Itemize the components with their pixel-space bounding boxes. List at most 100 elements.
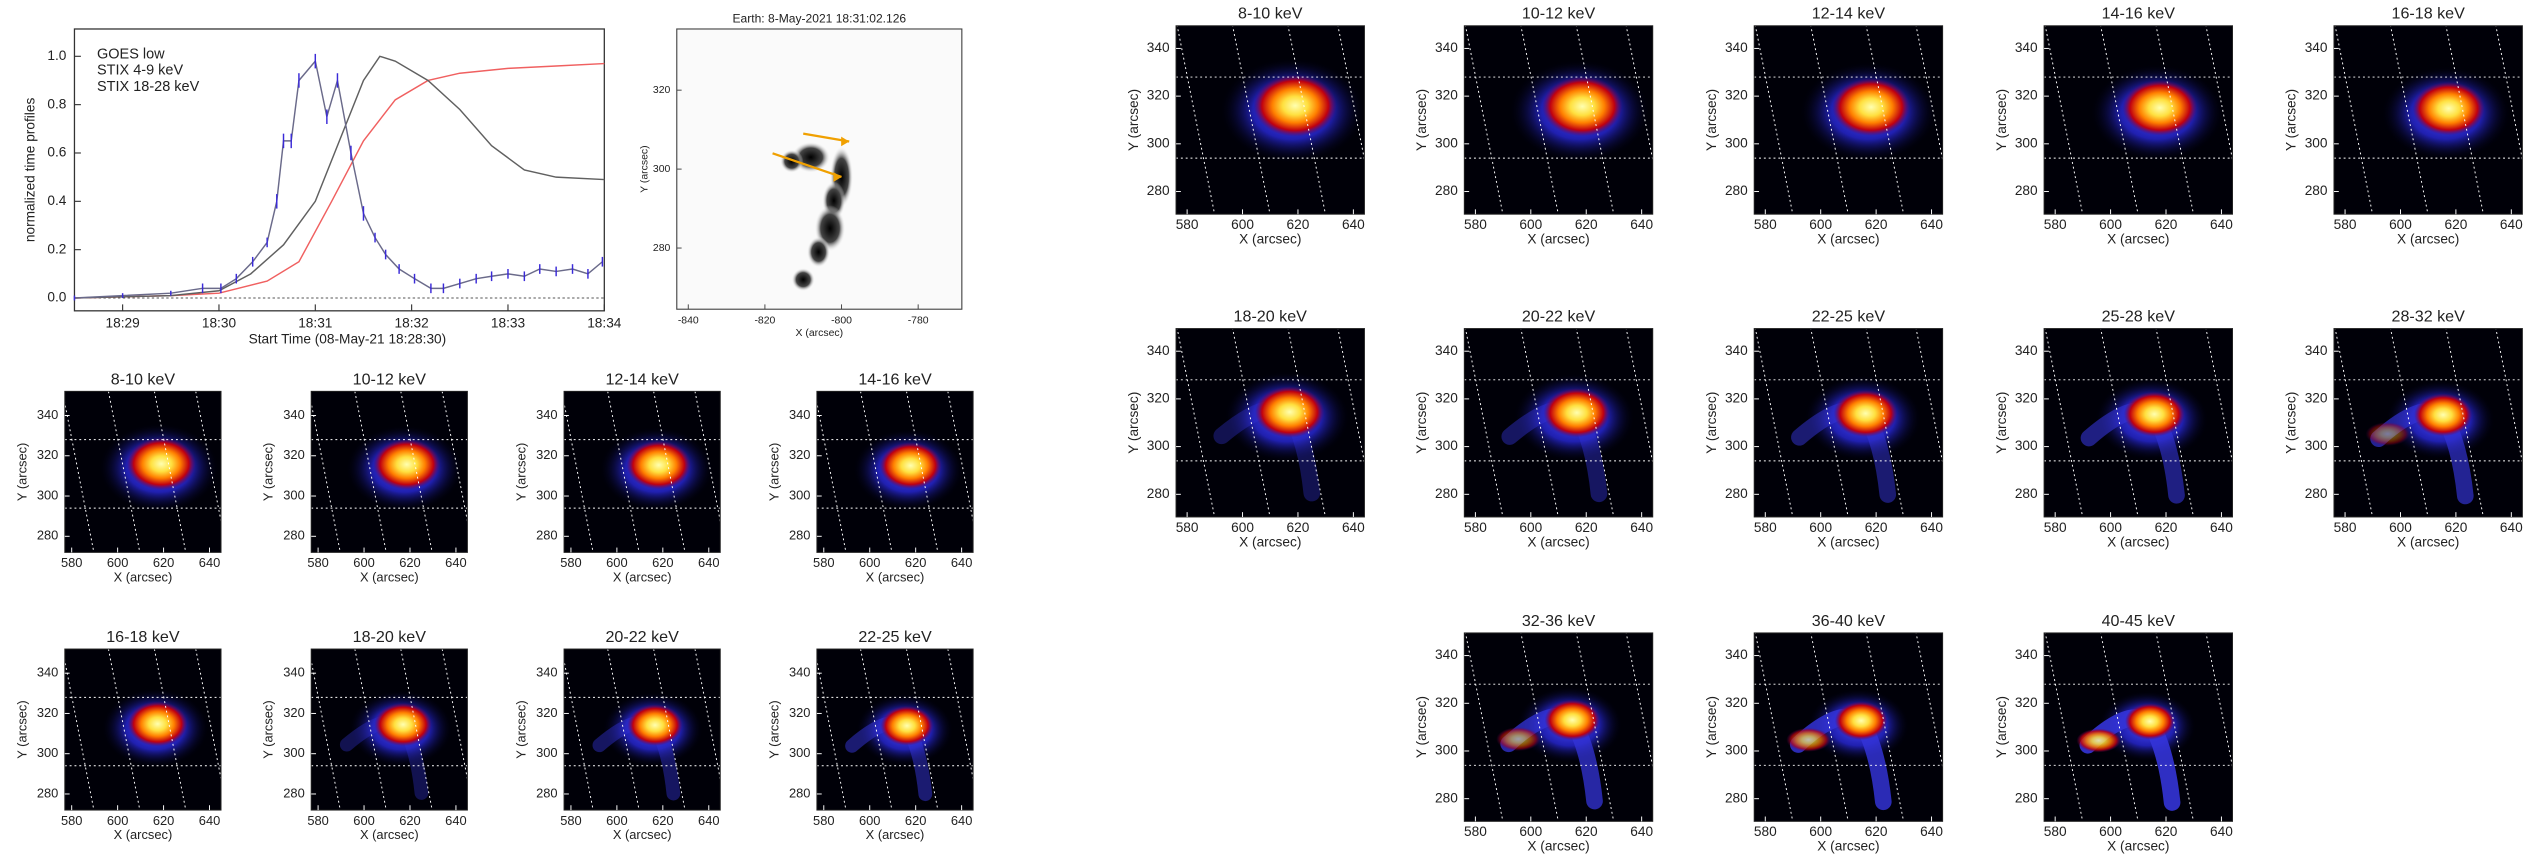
x-tick-label: 640 [2210,824,2233,839]
image-panel [1464,328,1653,517]
x-tick-label: 600 [606,555,627,570]
y-tick-label: 280 [789,785,810,800]
y-axis-title: Y (arcsec) [1704,392,1719,454]
image-panel [816,649,974,811]
y-tick-label: 300 [2015,135,2038,150]
x-tick-label: 600 [1231,217,1254,232]
helio-grid [1575,632,1615,822]
legend-entry: GOES low [97,47,165,63]
panel-frame [1175,328,1365,518]
source-core [2122,80,2198,136]
x-axis-title: X (arcsec) [1239,232,1301,247]
helio-grid [1754,328,1794,517]
y-tick-label: 300 [1435,438,1458,453]
x-axis-title: X (arcsec) [1817,534,1879,549]
source-core [626,440,691,490]
image-panel [1754,328,1943,517]
x-tick-label: -840 [678,315,699,326]
x-tick-label: 580 [1464,520,1487,535]
y-tick-label: 300 [283,487,304,502]
x-axis-title: X (arcsec) [613,570,672,585]
y-tick-label: 1.0 [47,48,66,63]
helio-grid [2390,328,2429,517]
image-panel [64,391,222,553]
y-tick-label: 340 [283,407,304,422]
y-tick-label: 340 [789,665,810,680]
y-tick-label: 340 [789,407,810,422]
y-tick-label: 280 [2015,790,2038,805]
helio-grid [2044,25,2084,215]
panel-title: 16-18 keV [106,628,180,646]
y-tick-label: 320 [1725,391,1748,406]
y-axis-title: Y (arcsec) [261,443,276,501]
panel-title: 18-20 keV [1234,308,1308,326]
y-tick-label: 280 [1147,486,1170,501]
x-tick-label: 600 [1809,824,1832,839]
x-axis-title: X (arcsec) [1527,232,1589,247]
y-tick-label: 340 [1435,647,1458,662]
helio-grid [1810,328,1849,517]
helio-grid [2100,328,2139,517]
y-tick-label: 280 [1147,183,1170,198]
x-tick-label: 640 [1920,824,1943,839]
panel-title: 28-32 keV [2391,308,2465,326]
y-tick-label: 320 [1725,695,1748,710]
x-tick-label: 640 [199,813,220,828]
x-tick-label: 600 [1231,520,1254,535]
y-tick-label: 340 [1147,40,1170,55]
x-tick-label: 620 [905,555,926,570]
y-tick-label: 320 [2305,391,2328,406]
source-core [2076,728,2121,753]
y-tick-label: 300 [1147,135,1170,150]
y-axis-title: Y (arcsec) [2284,89,2299,151]
helio-grid [2155,328,2194,517]
helio-grid [2390,25,2429,215]
x-tick-label: 600 [107,555,128,570]
panel-frame [1463,632,1654,822]
helio-grid [653,391,686,553]
helio-grid [906,391,939,553]
x-tick-label: 620 [1865,520,1888,535]
source-core [627,704,683,746]
x-tick-label: 640 [1630,520,1653,535]
x-tick-label: 600 [2099,520,2122,535]
panel-frame [563,390,721,553]
helio-grid [354,649,387,811]
y-tick-label: 320 [283,705,304,720]
source-core [127,701,188,747]
x-tick-label: 620 [153,555,174,570]
x-tick-label: 620 [652,813,673,828]
y-tick-label: 340 [2305,343,2328,358]
x-tick-label: 620 [2155,217,2178,232]
y-axis-title: Y (arcsec) [514,700,529,758]
x-axis-title: X (arcsec) [2107,232,2169,247]
source-core [1833,389,1898,437]
x-axis-title: X (arcsec) [114,827,173,842]
x-tick-label: 580 [1464,217,1487,232]
x-tick-label: 640 [1342,520,1365,535]
series-line [74,55,605,299]
x-tick-label: 580 [1754,520,1777,535]
source-core [373,439,441,490]
image-panel [64,649,222,811]
x-tick-label: 640 [2500,520,2523,535]
plot-frame [73,28,605,312]
panel-title: 20-22 keV [1522,308,1596,326]
x-tick-label: 580 [813,813,834,828]
y-tick-label: 340 [2015,343,2038,358]
x-tick-label: 600 [1809,217,1832,232]
y-axis-title: Y (arcsec) [1414,89,1429,151]
x-tick-label: 580 [61,555,82,570]
x-axis-title: X (arcsec) [1817,232,1879,247]
x-tick-label: 18:29 [106,315,140,330]
panel-frame [64,648,222,811]
panel-frame [1753,632,1944,822]
x-tick-label: 600 [859,555,880,570]
panel-title: 14-16 keV [858,370,932,388]
arrow-head [841,136,850,147]
x-tick-label: 620 [2444,217,2467,232]
x-tick-label: 620 [1287,217,1310,232]
x-axis-title: X (arcsec) [795,328,843,339]
x-axis-title: X (arcsec) [2397,534,2459,549]
helio-grid [816,400,847,553]
